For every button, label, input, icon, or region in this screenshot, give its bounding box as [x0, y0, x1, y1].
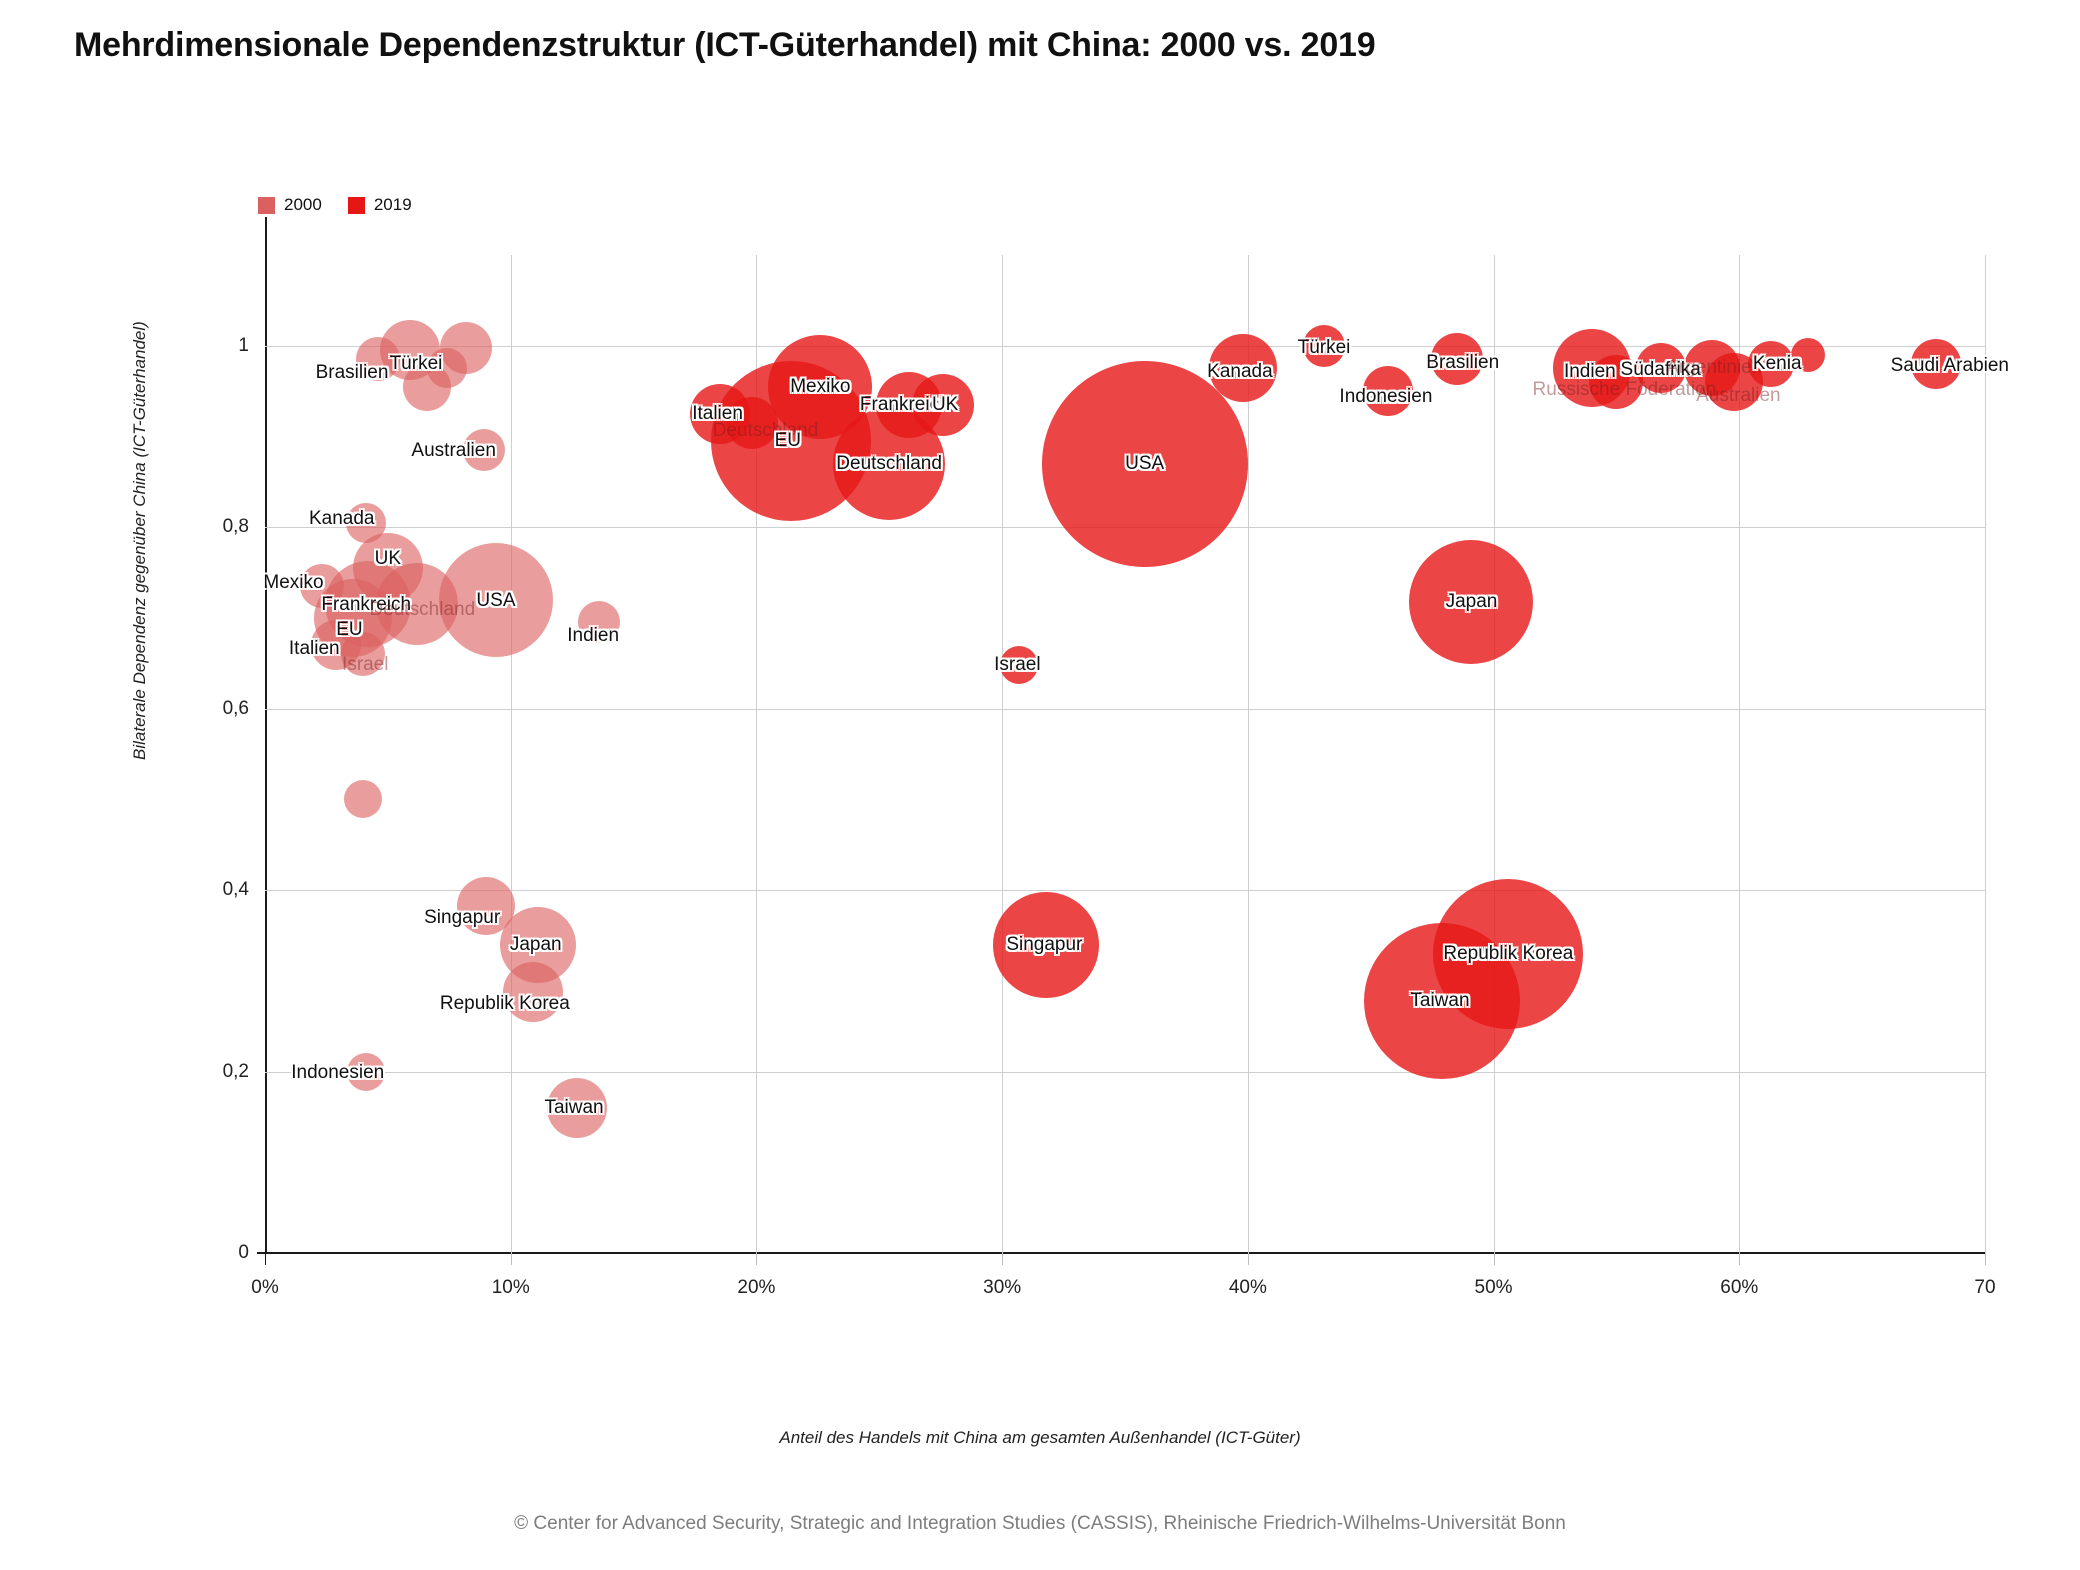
y-axis-tick-label: 0,4	[222, 879, 249, 901]
gridline-vertical	[1739, 255, 1741, 1253]
gridline-vertical	[1493, 255, 1495, 1253]
data-bubble[interactable]	[341, 632, 386, 677]
legend-item-2019: 2019	[347, 195, 412, 215]
data-bubble[interactable]	[1635, 343, 1686, 394]
x-axis-title: Anteil des Handels mit China am gesamten…	[779, 1428, 1301, 1447]
y-axis-tick-label: 0	[238, 1242, 249, 1263]
x-axis-tick-label: 70	[1974, 1277, 1996, 1298]
data-bubble[interactable]	[403, 362, 452, 411]
data-bubble[interactable]	[462, 429, 505, 472]
x-axis-tick-label: 60%	[1720, 1277, 1759, 1298]
y-axis-tick-label: 0,8	[222, 516, 249, 538]
data-bubble[interactable]	[1303, 324, 1346, 367]
data-bubble[interactable]	[1589, 355, 1644, 410]
x-axis-tick-mark	[756, 1253, 758, 1265]
data-bubble[interactable]	[346, 1052, 385, 1091]
data-bubble[interactable]	[1748, 340, 1795, 387]
legend-label-2019: 2019	[373, 195, 412, 214]
data-bubble[interactable]	[502, 961, 563, 1022]
data-bubble[interactable]	[547, 1077, 608, 1138]
x-axis-tick-label: 0%	[251, 1277, 279, 1298]
gridline-vertical	[1002, 255, 1004, 1253]
chart-legend: 2000 2019	[258, 195, 412, 215]
data-bubble[interactable]	[993, 891, 1100, 998]
data-bubble[interactable]	[1433, 878, 1584, 1029]
data-bubble[interactable]	[1430, 333, 1483, 386]
gridline-vertical	[756, 255, 758, 1253]
x-axis-tick-label: 40%	[1228, 1277, 1267, 1298]
gridline-vertical	[1247, 255, 1249, 1253]
page-title: Mehrdimensionale Dependenzstruktur (ICT-…	[74, 26, 1376, 64]
data-bubble[interactable]	[1041, 360, 1248, 567]
y-axis-title: Bilaterale Dependenz gegenüber China (IC…	[130, 321, 149, 760]
x-axis-tick-label: 30%	[983, 1277, 1022, 1298]
data-bubble[interactable]	[1208, 334, 1277, 403]
gridline-vertical	[1985, 255, 1986, 1253]
y-axis-tick-label: 0,2	[222, 1060, 249, 1082]
copyright-footer: © Center for Advanced Security, Strategi…	[514, 1513, 1566, 1534]
legend-swatch-2019	[347, 196, 365, 214]
gridline-horizontal	[265, 1071, 1985, 1073]
x-axis-baseline	[257, 1252, 1985, 1254]
gridline-horizontal	[265, 345, 1985, 347]
legend-swatch-2000	[258, 196, 275, 214]
x-axis-tick-mark	[1985, 1253, 1986, 1265]
x-axis-tick-mark	[1247, 1253, 1249, 1265]
data-bubble[interactable]	[912, 373, 975, 436]
data-bubble[interactable]	[1791, 337, 1826, 372]
legend-label-2000: 2000	[284, 195, 322, 214]
y-axis-line	[265, 217, 267, 1253]
x-axis-tick-mark	[1493, 1253, 1495, 1265]
data-bubble[interactable]	[1910, 338, 1961, 389]
scatter-plot-area: Brasilien Türkei Australien Kanada Mexiko UK F…	[223, 217, 2009, 1298]
legend-item-2000: 2000	[258, 195, 322, 215]
data-bubble[interactable]	[1362, 366, 1413, 417]
data-bubble[interactable]	[578, 601, 621, 644]
data-bubble[interactable]	[1409, 539, 1534, 664]
x-axis-tick-label: 50%	[1474, 1277, 1513, 1298]
data-bubble[interactable]	[440, 321, 493, 374]
x-axis-tick-mark	[510, 1253, 512, 1265]
x-axis-tick-mark	[265, 1253, 266, 1265]
gridline-horizontal	[265, 708, 1985, 710]
data-bubble[interactable]	[344, 780, 383, 819]
x-axis-tick-label: 10%	[491, 1277, 530, 1298]
data-bubble[interactable]	[438, 542, 553, 657]
gridline-horizontal	[265, 890, 1985, 892]
gridline-vertical	[510, 255, 512, 1253]
data-bubble[interactable]	[1000, 646, 1039, 685]
x-axis-tick-mark	[1002, 1253, 1004, 1265]
y-axis-tick-label: 1	[238, 334, 249, 356]
y-axis-tick-label: 0,6	[222, 697, 249, 719]
x-axis-tick-mark	[1739, 1253, 1741, 1265]
x-axis-tick-label: 20%	[737, 1277, 776, 1298]
